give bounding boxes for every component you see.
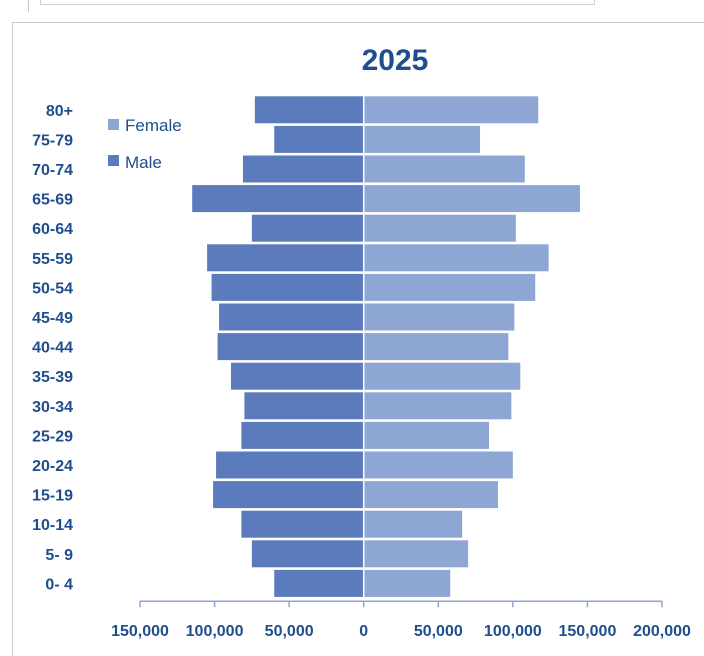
category-label: 75-79 (32, 132, 73, 149)
bar-male-55-59 (207, 244, 364, 272)
bar-male-50-54 (211, 273, 364, 301)
category-label: 15-19 (32, 488, 73, 505)
bar-female-20-24 (363, 451, 513, 479)
bar-female-65-69 (363, 185, 580, 213)
bar-female-25-29 (363, 421, 489, 449)
window-top-strip (0, 0, 704, 22)
category-label: 20-24 (32, 458, 73, 475)
legend: Female Male (108, 116, 182, 172)
x-tick-label: 150,000 (111, 623, 169, 640)
bar-female-50-54 (363, 273, 536, 301)
legend-label-male: Male (125, 153, 162, 172)
x-tick-label: 100,000 (484, 623, 542, 640)
x-tick-label: 50,000 (265, 623, 314, 640)
category-label: 10-14 (32, 517, 73, 534)
bar-female-45-49 (363, 303, 515, 331)
bar-male-80+ (254, 96, 364, 124)
category-label: 80+ (46, 103, 73, 120)
category-label: 35-39 (32, 369, 73, 386)
category-label: 65-69 (32, 192, 73, 209)
category-labels: 0- 4 5- 9 10-14 15-19 20-24 25-29 30-34 35-39 40… (32, 103, 73, 594)
bar-female-40-44 (363, 333, 509, 361)
bar-male-45-49 (219, 303, 364, 331)
category-label: 5- 9 (45, 547, 73, 564)
bar-female-30-34 (363, 392, 512, 420)
category-label: 30-34 (32, 399, 73, 416)
bar-female-55-59 (363, 244, 549, 272)
x-tick-label: 50,000 (414, 623, 463, 640)
bar-female-75-79 (363, 125, 481, 153)
x-tick-label: 100,000 (186, 623, 244, 640)
category-label: 70-74 (32, 162, 73, 179)
bar-male-70-74 (242, 155, 364, 183)
bar-female-0-4 (363, 569, 451, 597)
bar-male-75-79 (274, 125, 364, 153)
x-tick-label: 200,000 (633, 623, 691, 640)
bar-female-5-9 (363, 540, 469, 568)
bar-female-35-39 (363, 362, 521, 390)
bar-male-35-39 (230, 362, 364, 390)
bar-male-20-24 (216, 451, 364, 479)
bar-female-70-74 (363, 155, 525, 183)
bar-male-10-14 (241, 510, 364, 538)
bar-female-80+ (363, 96, 539, 124)
legend-label-female: Female (125, 116, 182, 135)
category-label: 45-49 (32, 310, 73, 327)
bar-male-60-64 (251, 214, 364, 242)
bar-female-60-64 (363, 214, 516, 242)
bar-male-15-19 (213, 481, 364, 509)
bar-male-5-9 (251, 540, 364, 568)
category-label: 60-64 (32, 221, 73, 238)
bar-female-15-19 (363, 481, 498, 509)
bar-female-10-14 (363, 510, 463, 538)
chart-title: 2025 (362, 44, 429, 77)
bars-group (192, 95, 580, 599)
category-label: 50-54 (32, 280, 73, 297)
legend-swatch-female (108, 119, 119, 130)
bar-male-25-29 (241, 421, 364, 449)
x-axis: 150,000 100,000 50,000 0 50,000 100,000 150,00… (111, 600, 691, 640)
category-label: 0- 4 (45, 576, 73, 593)
x-tick-label: 150,000 (559, 623, 617, 640)
category-label: 55-59 (32, 251, 73, 268)
toolbar-divider (28, 0, 29, 12)
formula-bar-box[interactable] (40, 0, 595, 5)
legend-swatch-male (108, 155, 119, 166)
bar-male-40-44 (217, 333, 364, 361)
x-tick-label: 0 (359, 623, 368, 640)
category-label: 40-44 (32, 340, 73, 357)
bar-male-30-34 (244, 392, 364, 420)
bar-male-65-69 (192, 185, 364, 213)
category-label: 25-29 (32, 428, 73, 445)
bar-male-0-4 (274, 569, 364, 597)
